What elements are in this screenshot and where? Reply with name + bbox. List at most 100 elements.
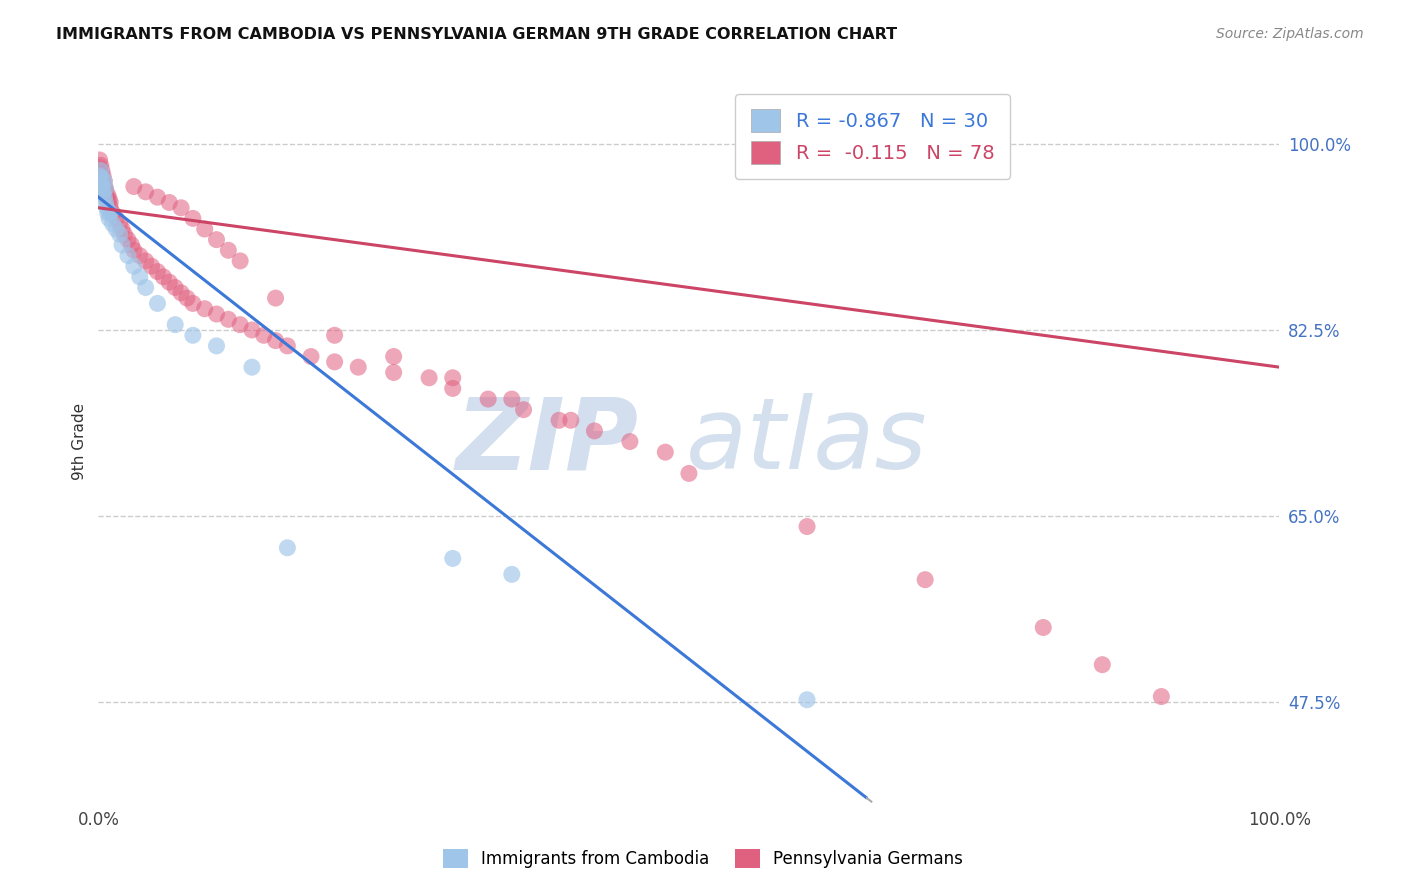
Point (194, 301, 217, 316)
Legend: R = -0.867   N = 30, R =  -0.115   N = 78: R = -0.867 N = 30, R = -0.115 N = 78 (735, 94, 1010, 179)
Point (181, 211, 204, 226)
Point (678, 467, 700, 481)
Point (91, 185, 114, 199)
Point (101, 206, 124, 220)
Point (382, 366, 405, 380)
Point (97, 206, 120, 220)
Point (441, 551, 464, 566)
Point (94, 182, 117, 196)
Point (583, 424, 606, 438)
Point (111, 222, 134, 236)
Point (91, 171, 114, 186)
Point (176, 291, 198, 305)
Point (229, 254, 252, 268)
Point (264, 334, 287, 348)
Point (548, 413, 571, 427)
Point (122, 259, 145, 273)
Point (105, 211, 128, 226)
Point (111, 238, 134, 252)
Point (98, 201, 121, 215)
Point (108, 217, 131, 231)
Text: atlas: atlas (686, 393, 928, 490)
Point (96, 190, 118, 204)
Point (619, 434, 641, 449)
Point (441, 371, 464, 385)
Point (914, 573, 936, 587)
Point (181, 328, 204, 343)
Point (157, 275, 180, 289)
Point (323, 328, 346, 343)
Point (105, 222, 128, 236)
Point (135, 280, 157, 294)
Point (501, 392, 523, 406)
Point (512, 402, 534, 417)
Point (93, 179, 115, 194)
Point (93, 174, 115, 188)
Point (90, 163, 112, 178)
Point (93, 190, 115, 204)
Point (91, 163, 114, 178)
Point (90, 167, 112, 181)
Point (89, 169, 111, 183)
Point (276, 339, 298, 353)
Point (170, 201, 193, 215)
Point (94, 185, 117, 199)
Point (146, 190, 169, 204)
Point (253, 328, 276, 343)
Point (796, 519, 818, 533)
Point (240, 323, 263, 337)
Point (98, 192, 121, 206)
Point (117, 249, 139, 263)
Point (98, 195, 121, 210)
Point (181, 296, 204, 310)
Legend: Immigrants from Cambodia, Pennsylvania Germans: Immigrants from Cambodia, Pennsylvania G… (436, 843, 970, 875)
Point (135, 185, 157, 199)
Point (323, 355, 346, 369)
Point (205, 307, 228, 321)
Point (112, 227, 135, 242)
Point (418, 371, 440, 385)
Point (165, 318, 187, 332)
Point (205, 233, 228, 247)
Point (146, 296, 169, 310)
Point (477, 392, 499, 406)
Point (1091, 657, 1114, 672)
Point (299, 350, 322, 364)
Point (347, 360, 370, 375)
Point (117, 233, 139, 247)
Point (141, 259, 163, 273)
Point (382, 350, 405, 364)
Y-axis label: 9th Grade: 9th Grade (72, 403, 87, 480)
Point (101, 217, 124, 231)
Point (1032, 620, 1054, 634)
Point (93, 174, 115, 188)
Point (264, 291, 287, 305)
Point (217, 312, 239, 326)
Point (122, 244, 145, 258)
Point (96, 201, 118, 215)
Point (654, 445, 676, 459)
Point (1150, 690, 1173, 704)
Point (98, 206, 121, 220)
Point (135, 254, 157, 268)
Point (91, 171, 114, 186)
Point (276, 541, 298, 555)
Point (560, 413, 582, 427)
Point (217, 244, 239, 258)
Point (91, 169, 114, 183)
Point (97, 188, 120, 202)
Point (91, 179, 114, 194)
Point (229, 318, 252, 332)
Point (441, 381, 464, 395)
Point (97, 195, 120, 210)
Point (205, 339, 228, 353)
Point (90, 158, 112, 172)
Point (128, 249, 150, 263)
Point (128, 269, 150, 284)
Point (122, 179, 145, 194)
Text: ZIP: ZIP (456, 393, 638, 490)
Point (152, 269, 174, 284)
Point (194, 222, 217, 236)
Point (94, 182, 117, 196)
Point (108, 227, 131, 242)
